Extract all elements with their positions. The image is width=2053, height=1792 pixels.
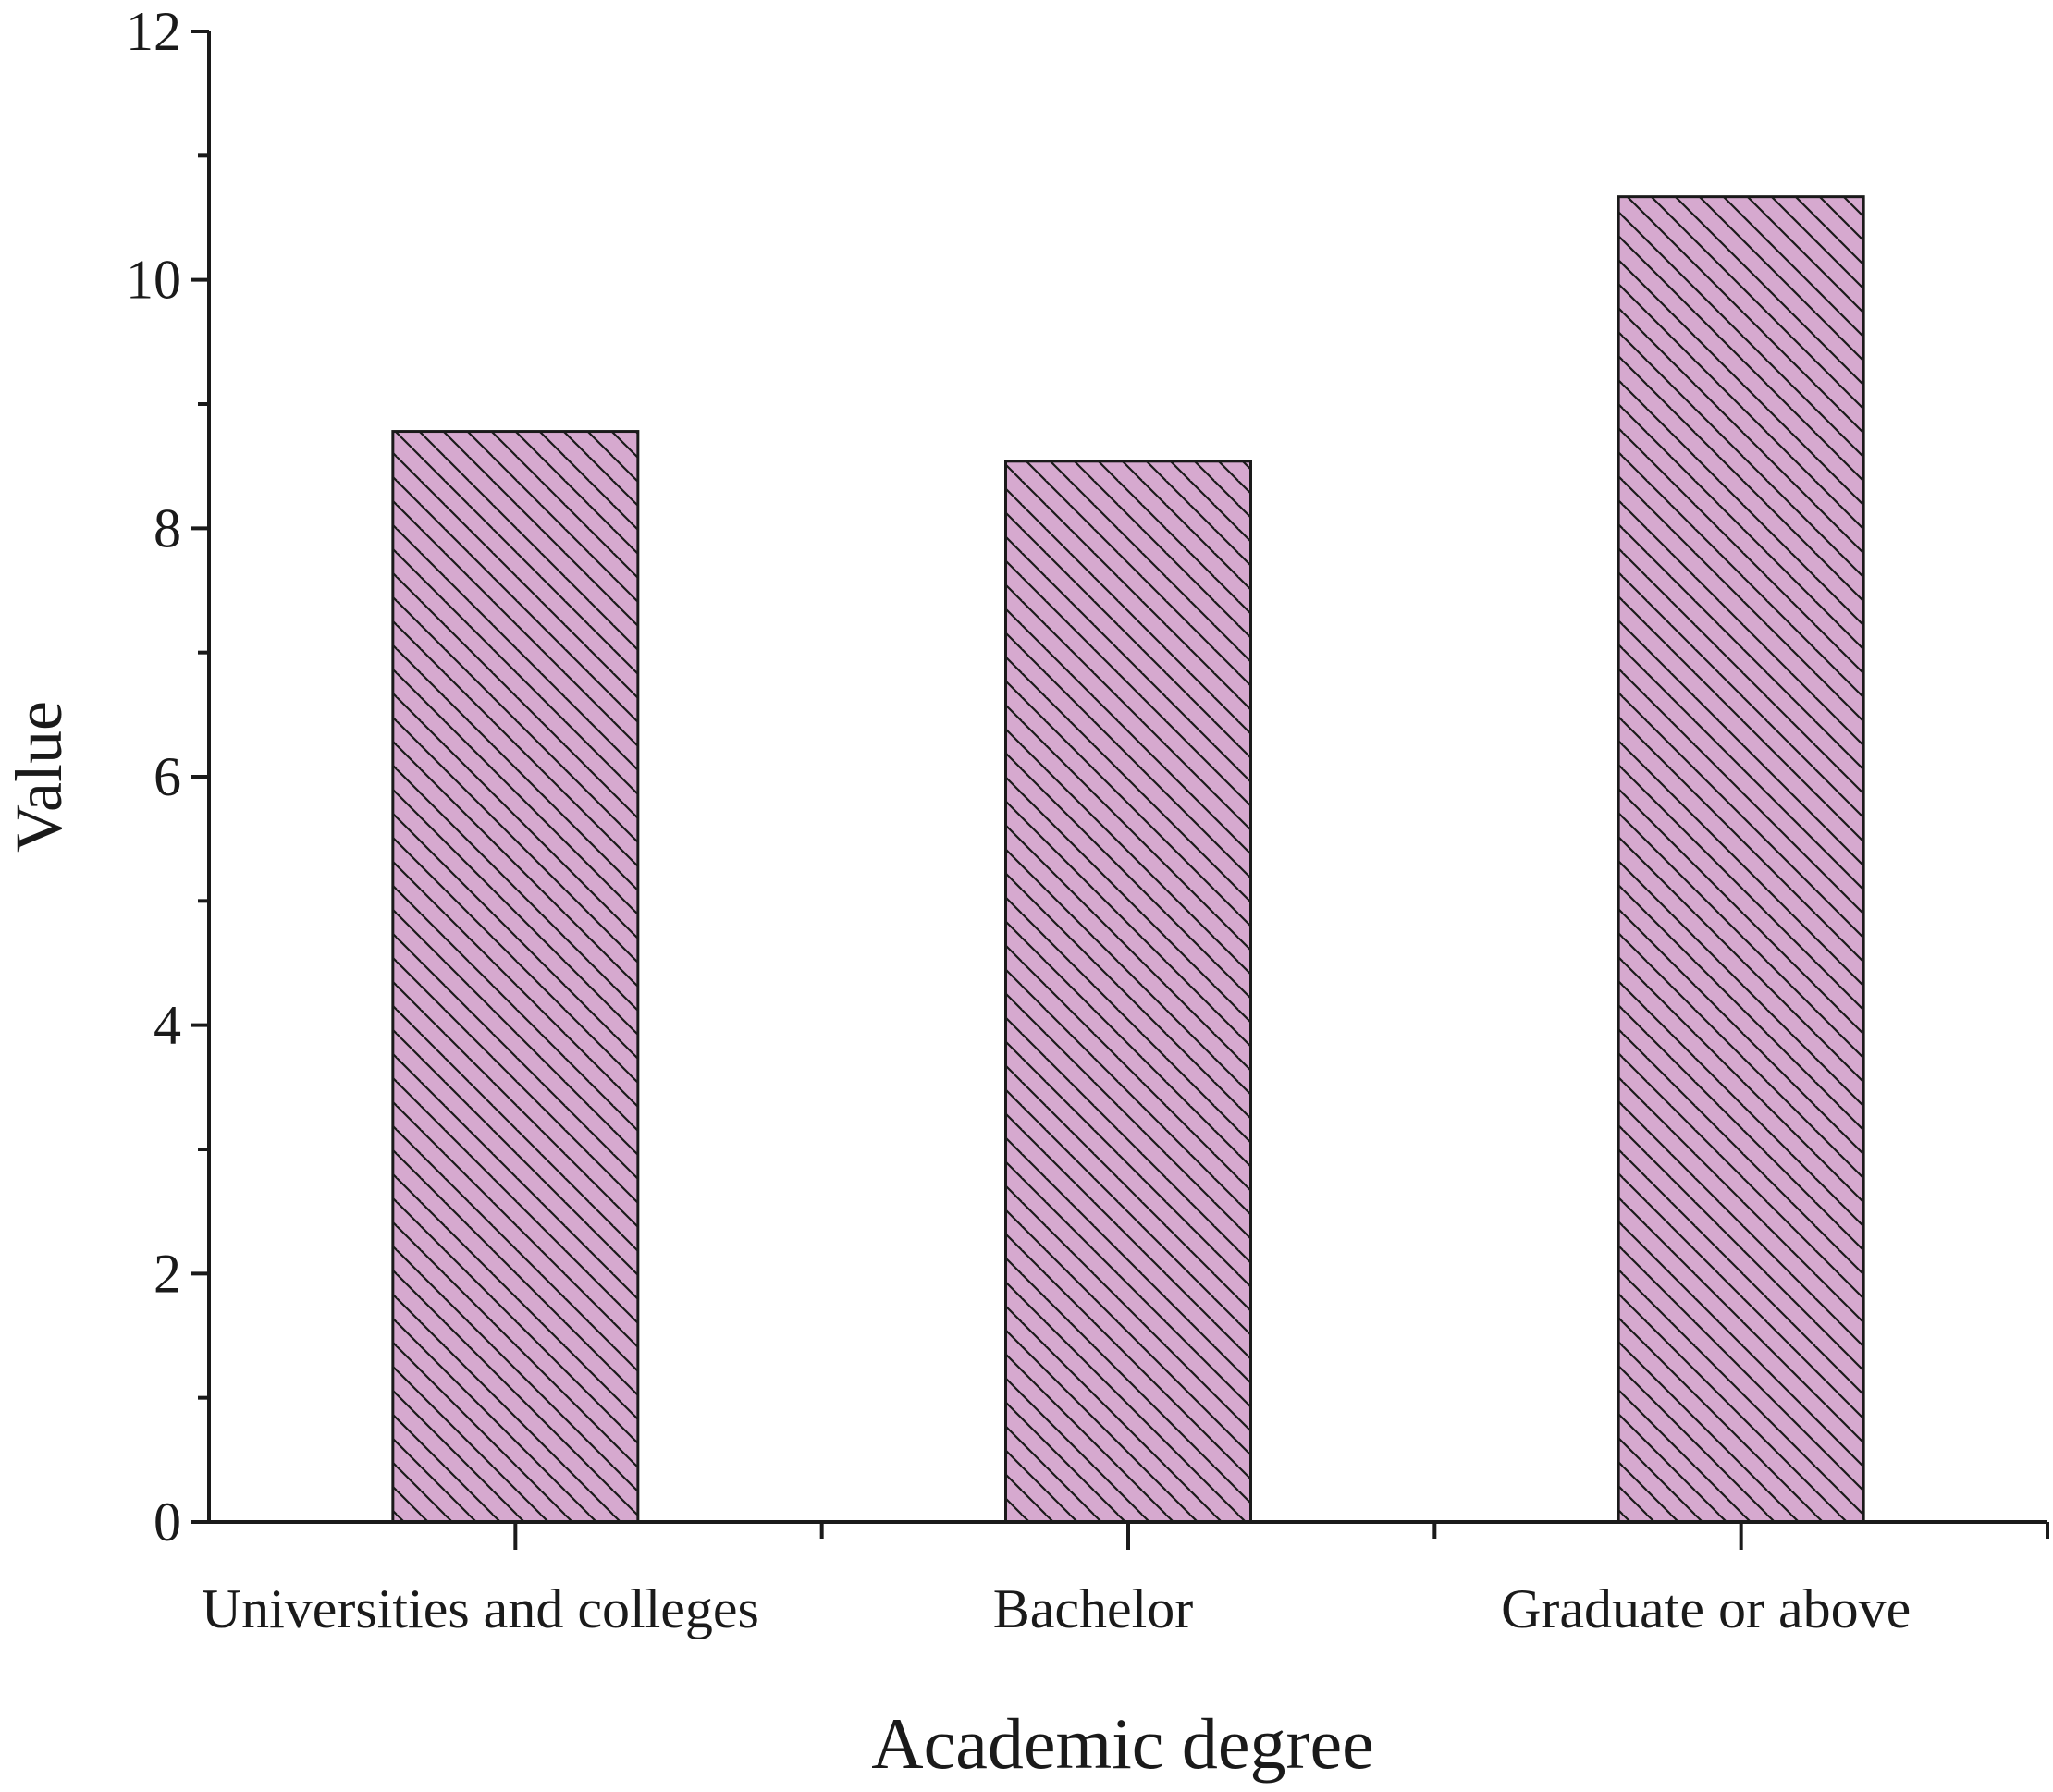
- y-axis-title: Value: [2, 701, 76, 853]
- labels-group: 0 2 4 6 8 10 12 Universities and colleges Bachel…: [126, 1, 1911, 1639]
- bar-hatch-2: [1617, 195, 1865, 1524]
- y-tick-label: 10: [126, 250, 181, 311]
- axes-group: [191, 30, 2049, 1550]
- bar-hatch-0: [391, 430, 640, 1524]
- x-axis-title: Academic degree: [871, 1703, 1374, 1784]
- x-tick-label: Bachelor: [993, 1578, 1194, 1639]
- bar-hatch-1: [1004, 460, 1252, 1524]
- x-tick-label: Universities and colleges: [202, 1578, 759, 1639]
- bars-group: [391, 195, 1865, 1524]
- y-tick-label: 6: [154, 746, 181, 807]
- y-tick-label: 0: [154, 1491, 181, 1553]
- x-tick-label: Graduate or above: [1501, 1578, 1911, 1639]
- y-tick-label: 12: [126, 1, 181, 62]
- y-tick-label: 8: [154, 497, 181, 558]
- y-tick-label: 4: [154, 995, 181, 1056]
- y-tick-label: 2: [154, 1243, 181, 1304]
